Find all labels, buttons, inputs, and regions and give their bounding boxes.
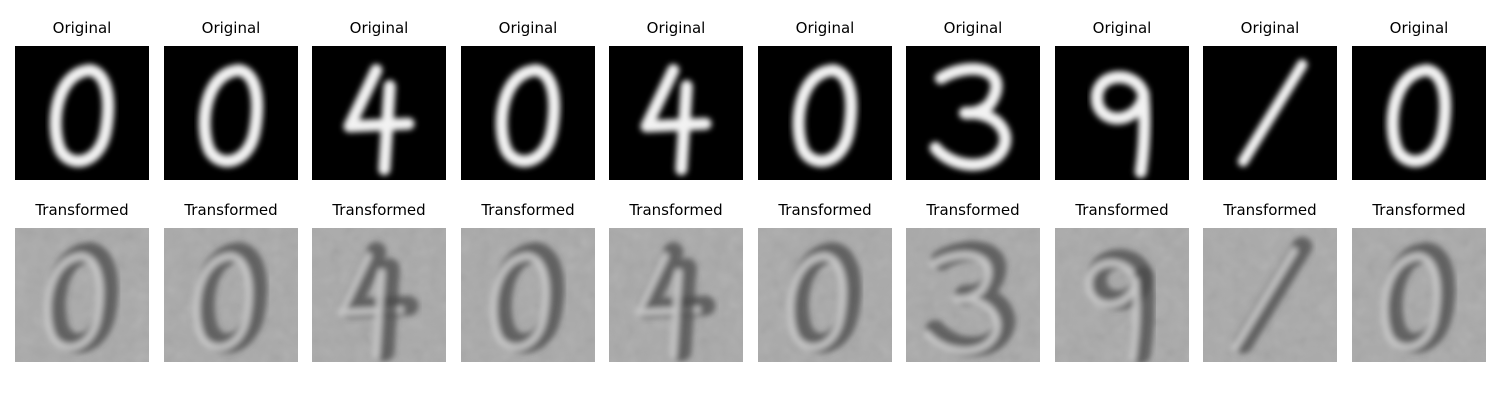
transformed-title: Transformed (1223, 201, 1317, 219)
transformed-title: Transformed (926, 201, 1020, 219)
original-digit-image (609, 46, 743, 180)
digit-strokes (1386, 64, 1452, 168)
original-title: Original (498, 19, 558, 37)
transformed-digit-image (758, 228, 892, 362)
original-title: Original (1092, 19, 1152, 37)
transformed-title: Transformed (35, 201, 129, 219)
digit-strokes (1381, 242, 1456, 354)
transformed-title: Transformed (481, 201, 575, 219)
transformed-title: Transformed (1075, 201, 1169, 219)
transformed-digit-image (164, 228, 298, 362)
digit-strokes (490, 242, 565, 354)
digit-strokes (1231, 236, 1313, 354)
original-title: Original (646, 19, 706, 37)
transformed-title: Transformed (778, 201, 872, 219)
digit-strokes (1090, 71, 1151, 178)
digit-strokes (929, 63, 1012, 171)
digit-strokes (193, 242, 268, 354)
original-digit-image (312, 46, 446, 180)
original-digit-image (1352, 46, 1486, 180)
digit-strokes (343, 64, 415, 176)
digit-strokes (792, 64, 858, 168)
digit-strokes (49, 64, 115, 168)
digit-strokes (338, 242, 419, 362)
transformed-digit-image (1352, 228, 1486, 362)
original-title: Original (1389, 19, 1449, 37)
original-title: Original (1240, 19, 1300, 37)
digit-strokes (1237, 59, 1308, 167)
transformed-digit-image (1203, 228, 1337, 362)
transformed-digit-image (312, 228, 446, 362)
digit-strokes (44, 242, 119, 354)
digit-strokes (198, 64, 264, 168)
transformed-title: Transformed (1372, 201, 1466, 219)
transformed-digit-image (15, 228, 149, 362)
transformed-digit-image (609, 228, 743, 362)
digit-strokes (640, 64, 712, 176)
original-digit-image (1055, 46, 1189, 180)
original-title: Original (201, 19, 261, 37)
original-digit-image (164, 46, 298, 180)
original-digit-image (758, 46, 892, 180)
digit-strokes (495, 64, 561, 168)
digit-strokes (787, 242, 862, 354)
original-digit-image (15, 46, 149, 180)
digit-strokes (924, 240, 1016, 357)
original-title: Original (349, 19, 409, 37)
transformed-digit-image (1055, 228, 1189, 362)
original-digit-image (1203, 46, 1337, 180)
transformed-title: Transformed (184, 201, 278, 219)
transformed-title: Transformed (629, 201, 723, 219)
original-title: Original (943, 19, 1003, 37)
transformed-digit-image (906, 228, 1040, 362)
transformed-digit-image (461, 228, 595, 362)
digit-strokes (1085, 249, 1155, 362)
transformed-title: Transformed (332, 201, 426, 219)
original-digit-image (461, 46, 595, 180)
original-title: Original (795, 19, 855, 37)
digit-strokes (635, 242, 716, 362)
original-title: Original (52, 19, 112, 37)
original-digit-image (906, 46, 1040, 180)
